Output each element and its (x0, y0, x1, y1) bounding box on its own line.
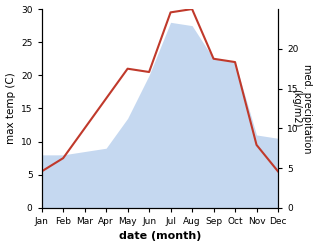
Y-axis label: med. precipitation
(kg/m2): med. precipitation (kg/m2) (291, 64, 313, 153)
Y-axis label: max temp (C): max temp (C) (5, 73, 16, 144)
X-axis label: date (month): date (month) (119, 231, 201, 242)
